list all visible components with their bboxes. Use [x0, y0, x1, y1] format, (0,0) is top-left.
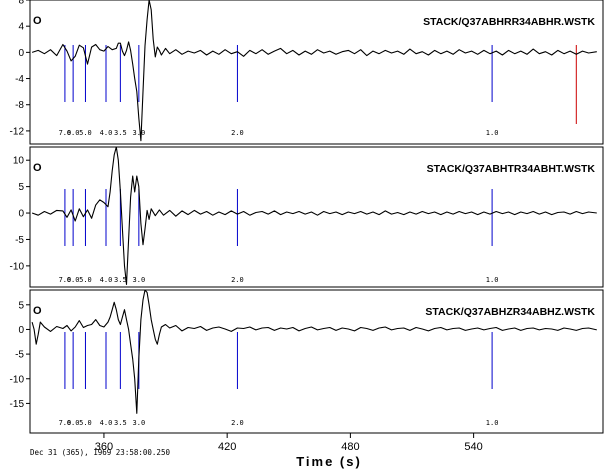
phase-marker-label: 4.0	[100, 276, 113, 284]
phase-marker-label: 5.0	[79, 129, 92, 137]
phase-marker-label: 4.0	[100, 129, 113, 137]
phase-marker-label: 4.0	[100, 419, 113, 427]
y-tick-label: -10	[10, 374, 25, 385]
y-tick-label: -12	[10, 126, 25, 137]
y-tick-label: -5	[15, 235, 24, 246]
phase-marker-label: 1.0	[486, 129, 499, 137]
y-tick-label: -10	[10, 261, 25, 272]
phase-marker-label: 3.5	[114, 129, 127, 137]
y-tick-label: 0	[18, 325, 24, 336]
y-tick-label: 5	[18, 300, 24, 311]
phase-marker-label: 3.5	[114, 276, 127, 284]
footer-timestamp: Dec 31 (365), 1969 23:58:00.250	[30, 448, 170, 457]
y-tick-label: 5	[18, 182, 24, 193]
phase-marker-label: 1.0	[486, 276, 499, 284]
trace-panel: 10 5 0 -5 -10 7.06.0 5.0 4.0 3.5 3.0 2.0 1.0 STACK/Q…	[10, 146, 604, 288]
y-tick-label: 4	[18, 22, 24, 33]
x-axis-label: Time (s)	[296, 454, 362, 469]
phase-marker-label: 5.0	[79, 276, 92, 284]
phase-marker-label: 3.0	[133, 129, 146, 137]
phase-marker-label: 6.0	[67, 129, 80, 137]
y-tick-label: 0	[18, 48, 24, 59]
phase-marker-label: 2.0	[231, 129, 244, 137]
panel-frame	[29, 289, 604, 434]
trace-title: STACK/Q37ABHTR34ABHT.WSTK	[427, 163, 596, 175]
phase-marker-label: 2.0	[231, 276, 244, 284]
phase-marker-label: 2.0	[231, 419, 244, 427]
trace-panel: 8 4 0 -4 -8 -12 7.06.0 5.0 4.0 3.5 3.0 2.0 1.0 STACK/…	[10, 0, 604, 145]
marker-letter: O	[33, 305, 42, 317]
x-tick-label: 360	[95, 441, 113, 453]
marker-letter: O	[33, 162, 42, 174]
phase-marker-label: 7.0	[59, 419, 72, 427]
y-tick-label: 10	[13, 156, 25, 167]
x-tick-label: 420	[218, 441, 236, 453]
marker-letter: O	[33, 15, 42, 27]
x-axis: 360 420 480 540	[95, 433, 483, 453]
trace-panel: 5 0 -5 -10 -15 7.06.0 5.0 4.0 3.5 3.0 2.0 1.0 STACK/…	[10, 289, 604, 434]
phase-marker-label: 5.0	[79, 419, 92, 427]
phase-marker-label: 7.0	[59, 129, 72, 137]
seismic-trace	[31, 0, 597, 142]
seismic-trace	[31, 146, 597, 285]
panel-frame	[29, 0, 604, 145]
phase-marker-label: 6.0	[67, 276, 80, 284]
trace-title: STACK/Q37ABHRR34ABHR.WSTK	[423, 16, 595, 28]
phase-marker-label: 7.0	[59, 276, 72, 284]
phase-marker-label: 1.0	[486, 419, 499, 427]
panel-frame	[29, 146, 604, 288]
phase-marker-label: 3.5	[114, 419, 127, 427]
trace-title: STACK/Q37ABHZR34ABHZ.WSTK	[425, 306, 595, 318]
y-tick-label: 0	[18, 209, 24, 220]
y-tick-label: -5	[15, 350, 24, 361]
panels-group: 840-4-8-12 7.06.0 5.0 4.0 3.5 3.0 2.0 1.0STACK/…	[10, 0, 604, 434]
x-tick-label: 480	[341, 441, 359, 453]
phase-marker-label: 3.0	[133, 419, 146, 427]
seismic-trace	[31, 289, 597, 414]
y-tick-label: -4	[15, 74, 24, 85]
x-tick-label: 540	[464, 441, 482, 453]
y-tick-label: -8	[15, 100, 24, 111]
y-tick-label: 8	[18, 0, 24, 7]
phase-marker-label: 6.0	[67, 419, 80, 427]
y-tick-label: -15	[10, 399, 25, 410]
phase-marker-label: 3.0	[133, 276, 146, 284]
